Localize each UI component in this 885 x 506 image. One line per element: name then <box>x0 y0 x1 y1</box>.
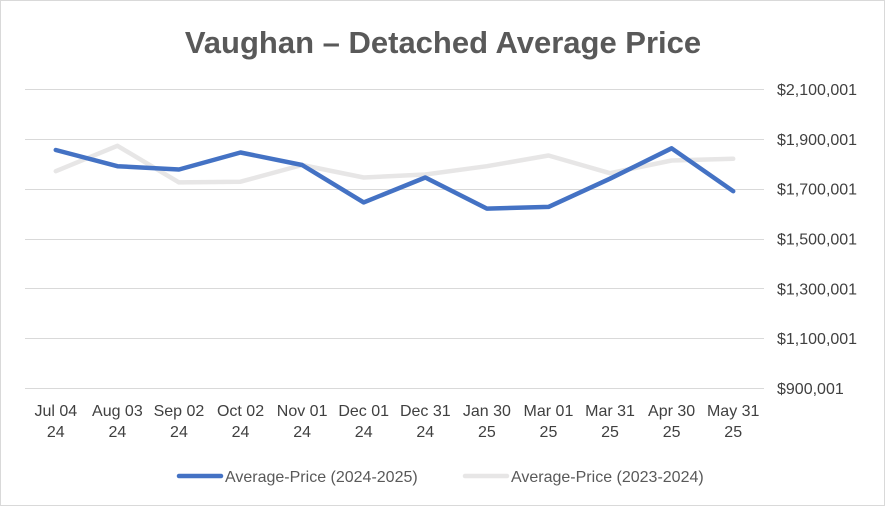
y-axis-tick-labels: $2,100,001 $1,900,001 $1,700,001 $1,500,001… <box>777 82 857 398</box>
series-line-2023-2024 <box>53 143 736 185</box>
x-tick-label: Jan 30 25 <box>463 403 511 441</box>
legend-label: Average-Price (2023-2024) <box>511 469 704 486</box>
y-tick-label: $900,001 <box>777 381 844 398</box>
y-tick-label: $1,100,001 <box>777 331 857 348</box>
series-lines <box>53 143 736 211</box>
y-tick-label: $1,900,001 <box>777 132 857 149</box>
x-axis-tick-labels: Jul 04 24 Aug 03 24 Sep 02 24 Oct 02 24 Nov 01 24… <box>34 403 759 441</box>
x-tick-label: Mar 01 25 <box>524 403 574 441</box>
x-tick-label: Oct 02 24 <box>217 403 264 441</box>
x-tick-label: Sep 02 24 <box>154 403 205 441</box>
x-tick-label: Nov 01 24 <box>277 403 328 441</box>
y-tick-label: $1,500,001 <box>777 232 857 249</box>
legend-label: Average-Price (2024-2025) <box>225 469 418 486</box>
x-tick-label: Dec 31 24 <box>400 403 451 441</box>
x-tick-label: Mar 31 25 <box>585 403 635 441</box>
legend: Average-Price (2024-2025) Average-Price (… <box>176 469 704 486</box>
x-tick-label: Dec 01 24 <box>338 403 389 441</box>
gridlines <box>25 89 764 389</box>
x-tick-label: Apr 30 25 <box>648 403 695 441</box>
y-tick-label: $1,700,001 <box>777 182 857 199</box>
x-tick-label: May 31 25 <box>707 403 760 441</box>
x-tick-label: Aug 03 24 <box>92 403 143 441</box>
chart-title: Vaughan – Detached Average Price <box>185 25 701 60</box>
y-tick-label: $1,300,001 <box>777 281 857 298</box>
y-tick-label: $2,100,001 <box>777 82 857 99</box>
x-tick-label: Jul 04 24 <box>34 403 77 441</box>
series-line-2024-2025 <box>53 146 736 211</box>
